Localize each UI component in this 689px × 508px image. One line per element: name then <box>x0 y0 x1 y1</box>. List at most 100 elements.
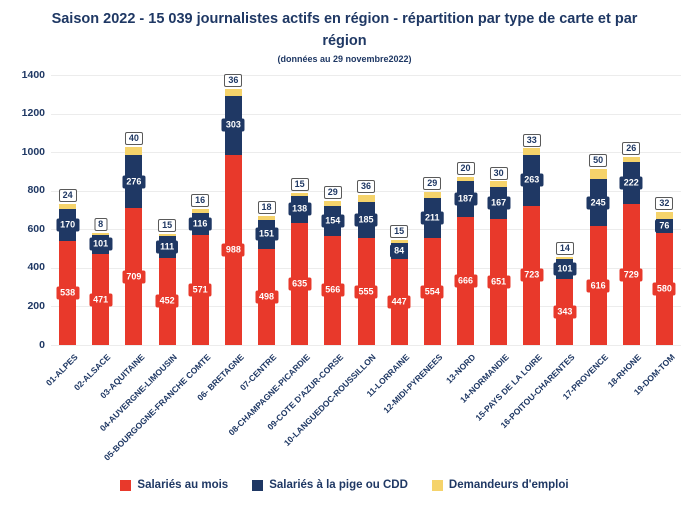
legend-label: Demandeurs d'emploi <box>448 479 569 491</box>
ytick-label: 800 <box>27 184 45 197</box>
bar-top-label: 24 <box>58 188 77 202</box>
bar-value-label: 116 <box>188 217 212 231</box>
bar-value-label: 554 <box>420 285 444 299</box>
bar-top-label: 8 <box>94 218 108 232</box>
ytick-label: 1000 <box>21 145 45 158</box>
bar-top-label: 16 <box>191 194 210 208</box>
bar-value-label: 538 <box>56 286 80 300</box>
bar-top-label: 15 <box>390 224 409 238</box>
bar-value-label: 988 <box>221 243 245 257</box>
bar-segment-2 <box>523 148 541 155</box>
bar-segment-2 <box>324 200 342 207</box>
bar-segment-2 <box>258 216 275 220</box>
bar-top-label: 50 <box>589 154 608 168</box>
bar-value-label: 566 <box>321 283 345 297</box>
legend-swatch <box>120 479 132 491</box>
bar-top-label: 29 <box>423 176 442 190</box>
bar-segment-2 <box>92 233 110 235</box>
gridline <box>51 75 681 76</box>
bar-value-label: 154 <box>321 214 345 228</box>
bar-value-label: 170 <box>56 218 80 232</box>
bar-value-label: 580 <box>652 282 676 296</box>
bar-value-label: 651 <box>487 275 511 289</box>
gridline <box>51 113 681 115</box>
bar-value-label: 222 <box>619 176 643 190</box>
bar-value-label: 571 <box>188 283 212 297</box>
legend-label: Salariés à la pige ou CDD <box>269 479 408 491</box>
bar-top-label: 36 <box>224 74 243 88</box>
bar-value-label: 447 <box>387 295 411 309</box>
bar-segment-2 <box>423 191 441 198</box>
bar-value-label: 729 <box>619 268 643 282</box>
ytick-label: 400 <box>27 261 45 274</box>
bar-value-label: 452 <box>155 294 179 308</box>
bar-top-label: 15 <box>290 178 309 191</box>
chart-subtitle: (données au 29 novembre2022) <box>277 54 412 64</box>
bar-segment-2 <box>655 212 673 219</box>
bar-segment-2 <box>556 256 574 260</box>
bar-segment-2 <box>490 181 508 188</box>
bar-value-label: 111 <box>156 240 179 254</box>
chart-title: Saison 2022 - 15 039 journalistes actifs… <box>51 11 638 50</box>
xaxis-label: 12-MIDI-PYRENEES <box>381 352 445 416</box>
legend: Salariés au mois Salariés à la pige ou CD… <box>0 479 689 491</box>
xaxis-label: 13-NORD <box>444 352 478 386</box>
bar-value-label: 187 <box>453 192 478 205</box>
bar-value-label: 101 <box>553 262 577 276</box>
bar-value-label: 276 <box>122 175 146 189</box>
ytick-label: 1400 <box>21 68 45 81</box>
ytick-label: 1200 <box>21 107 45 120</box>
bar-top-label: 20 <box>456 161 475 175</box>
gridline <box>51 152 681 154</box>
bar-value-label: 138 <box>288 202 312 216</box>
bar-value-label: 709 <box>122 270 146 284</box>
bar-segment-2 <box>622 156 640 162</box>
bar-value-label: 245 <box>586 196 610 210</box>
gridline <box>51 345 681 346</box>
bar-top-label: 26 <box>622 141 641 155</box>
bar-value-label: 84 <box>390 244 409 258</box>
legend-item: Salariés à la pige ou CDD <box>252 479 408 491</box>
bar-top-label: 36 <box>356 180 376 194</box>
bar-value-label: 185 <box>354 213 378 227</box>
bar-top-label: 32 <box>655 197 674 211</box>
bar-value-label: 76 <box>655 219 674 233</box>
bar-value-label: 635 <box>288 277 312 291</box>
bar-value-label: 303 <box>221 118 245 132</box>
bar-segment-2 <box>291 193 309 196</box>
bar-segment-2 <box>589 169 607 179</box>
bar-value-label: 101 <box>89 237 113 251</box>
bar-top-label: 14 <box>555 241 574 255</box>
ytick-label: 200 <box>27 299 45 312</box>
bar-segment-2 <box>224 89 242 96</box>
bar-segment-2 <box>125 147 143 155</box>
bar-value-label: 616 <box>586 279 610 293</box>
bar-top-label: 33 <box>522 133 541 147</box>
bar-value-label: 263 <box>520 173 544 187</box>
bar-segment-2 <box>357 195 375 203</box>
legend-swatch <box>252 479 264 491</box>
legend-swatch <box>431 479 443 491</box>
legend-label: Salariés au mois <box>137 479 229 491</box>
plot-area: 0 200 400 600 800 1000 1200 1400 538 170 24 01-ALPE… <box>22 69 681 463</box>
legend-item: Demandeurs d'emploi <box>431 479 569 491</box>
bar-value-label: 723 <box>520 268 544 282</box>
bar-value-label: 343 <box>553 305 577 319</box>
bar-value-label: 555 <box>354 285 378 298</box>
ytick-label: 600 <box>27 222 45 235</box>
bar-segment-2 <box>158 233 176 237</box>
bar-value-label: 666 <box>453 274 478 288</box>
bar-value-label: 471 <box>89 293 113 307</box>
bar-value-label: 151 <box>254 227 279 241</box>
bar-value-label: 167 <box>487 196 511 210</box>
bar-value-label: 498 <box>254 290 279 304</box>
legend-item: Salariés au mois <box>120 479 228 491</box>
bar-top-label: 30 <box>489 166 508 180</box>
bar-top-label: 15 <box>158 218 177 232</box>
bar-segment-2 <box>390 239 408 243</box>
bar-top-label: 18 <box>257 201 276 215</box>
bar-value-label: 211 <box>421 211 444 225</box>
ytick-label: 0 <box>39 338 45 351</box>
bar-segment-2 <box>59 203 77 209</box>
